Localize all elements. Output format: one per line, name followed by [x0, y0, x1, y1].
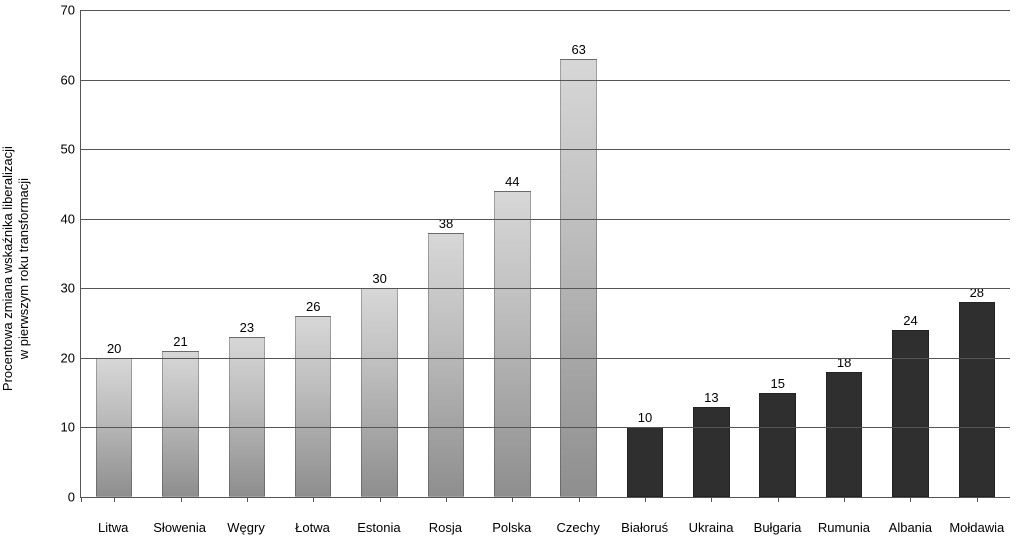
- x-tick: [114, 497, 115, 502]
- gridline: [81, 358, 1010, 359]
- x-axis-label: Bułgaria: [754, 520, 802, 535]
- bar: [229, 337, 265, 497]
- gridline: [81, 288, 1010, 289]
- bar-slot: 44: [479, 10, 545, 497]
- bar: [162, 351, 198, 497]
- gridline: [81, 10, 1010, 11]
- x-tick: [313, 497, 314, 502]
- x-tick: [579, 497, 580, 502]
- y-tick-label: 30: [61, 281, 81, 296]
- x-tick: [81, 497, 82, 502]
- gridline: [81, 149, 1010, 150]
- y-tick-label: 20: [61, 350, 81, 365]
- x-axis-label: Łotwa: [295, 520, 330, 535]
- x-tick: [512, 497, 513, 502]
- bar: [959, 302, 995, 497]
- bar-slot: 38: [413, 10, 479, 497]
- y-axis-title-line1: Procentowa zmiana wskaźnika liberalizacj…: [0, 147, 14, 392]
- bar-chart: Procentowa zmiana wskaźnika liberalizacj…: [0, 0, 1032, 538]
- x-axis-label: Rosja: [429, 520, 462, 535]
- x-axis-label: Ukraina: [689, 520, 734, 535]
- y-tick-label: 0: [68, 490, 81, 505]
- x-tick: [711, 497, 712, 502]
- bar-value-label: 30: [346, 271, 412, 286]
- y-tick-label: 50: [61, 142, 81, 157]
- gridline: [81, 219, 1010, 220]
- bar-slot: 24: [877, 10, 943, 497]
- bars-layer: 20212326303844 63 101315182428: [81, 10, 1010, 497]
- bar-slot: 21: [147, 10, 213, 497]
- x-tick: [380, 497, 381, 502]
- bar-slot: 20: [81, 10, 147, 497]
- x-axis-label: Albania: [889, 520, 932, 535]
- gridline: [81, 427, 1010, 428]
- plot-area: 2021232630384463101315182428 01020304050…: [80, 10, 1010, 498]
- bar: [494, 191, 530, 497]
- x-tick: [645, 497, 646, 502]
- bar-value-label: 21: [147, 334, 213, 349]
- x-axis-label: Białoruś: [621, 520, 668, 535]
- y-tick-label: 10: [61, 420, 81, 435]
- y-tick-label: 40: [61, 211, 81, 226]
- x-axis-label: Węgry: [227, 520, 265, 535]
- x-tick: [446, 497, 447, 502]
- bar-value-label: 63: [546, 42, 612, 57]
- bar-value-label: 15: [745, 376, 811, 391]
- bar-slot: 13: [678, 10, 744, 497]
- x-tick: [247, 497, 248, 502]
- x-axis-label: Rumunia: [818, 520, 870, 535]
- bar: [428, 233, 464, 497]
- bar: [759, 393, 795, 497]
- y-tick-label: 60: [61, 72, 81, 87]
- bar-value-label: 10: [612, 410, 678, 425]
- bar-slot: 63: [546, 10, 612, 497]
- bar-slot: 18: [811, 10, 877, 497]
- bar-value-label: 24: [877, 313, 943, 328]
- plot-wrap: 2021232630384463101315182428 01020304050…: [60, 10, 1010, 498]
- x-axis-label: Polska: [492, 520, 531, 535]
- bar-value-label: 23: [214, 320, 280, 335]
- x-tick: [778, 497, 779, 502]
- bar-slot: 28: [944, 10, 1010, 497]
- bar: [361, 288, 397, 497]
- bar-value-label: 13: [678, 390, 744, 405]
- bar: [892, 330, 928, 497]
- bar-slot: 10: [612, 10, 678, 497]
- bar-slot: 30: [346, 10, 412, 497]
- bar-slot: 23: [214, 10, 280, 497]
- bar-value-label: 26: [280, 299, 346, 314]
- y-axis-title-line2: w pierwszym roku transformacji: [15, 178, 30, 359]
- y-axis-title-container: Procentowa zmiana wskaźnika liberalizacj…: [0, 0, 30, 538]
- gridline: [81, 80, 1010, 81]
- bar-slot: 26: [280, 10, 346, 497]
- x-axis-label: Estonia: [357, 520, 400, 535]
- x-tick: [181, 497, 182, 502]
- bar: [627, 427, 663, 497]
- bar: [560, 59, 596, 497]
- x-axis-label: Czechy: [557, 520, 600, 535]
- x-tick: [910, 497, 911, 502]
- bar-value-label: 20: [81, 341, 147, 356]
- bar-value-label: 44: [479, 174, 545, 189]
- bar-slot: 15: [745, 10, 811, 497]
- bar: [295, 316, 331, 497]
- x-axis-label: Słowenia: [153, 520, 206, 535]
- x-axis-label: Mołdawia: [949, 520, 1004, 535]
- y-axis-title: Procentowa zmiana wskaźnika liberalizacj…: [0, 147, 31, 392]
- bar: [826, 372, 862, 497]
- y-tick-label: 70: [61, 3, 81, 18]
- x-tick: [844, 497, 845, 502]
- x-tick: [977, 497, 978, 502]
- x-axis-label: Litwa: [98, 520, 128, 535]
- bar: [693, 407, 729, 497]
